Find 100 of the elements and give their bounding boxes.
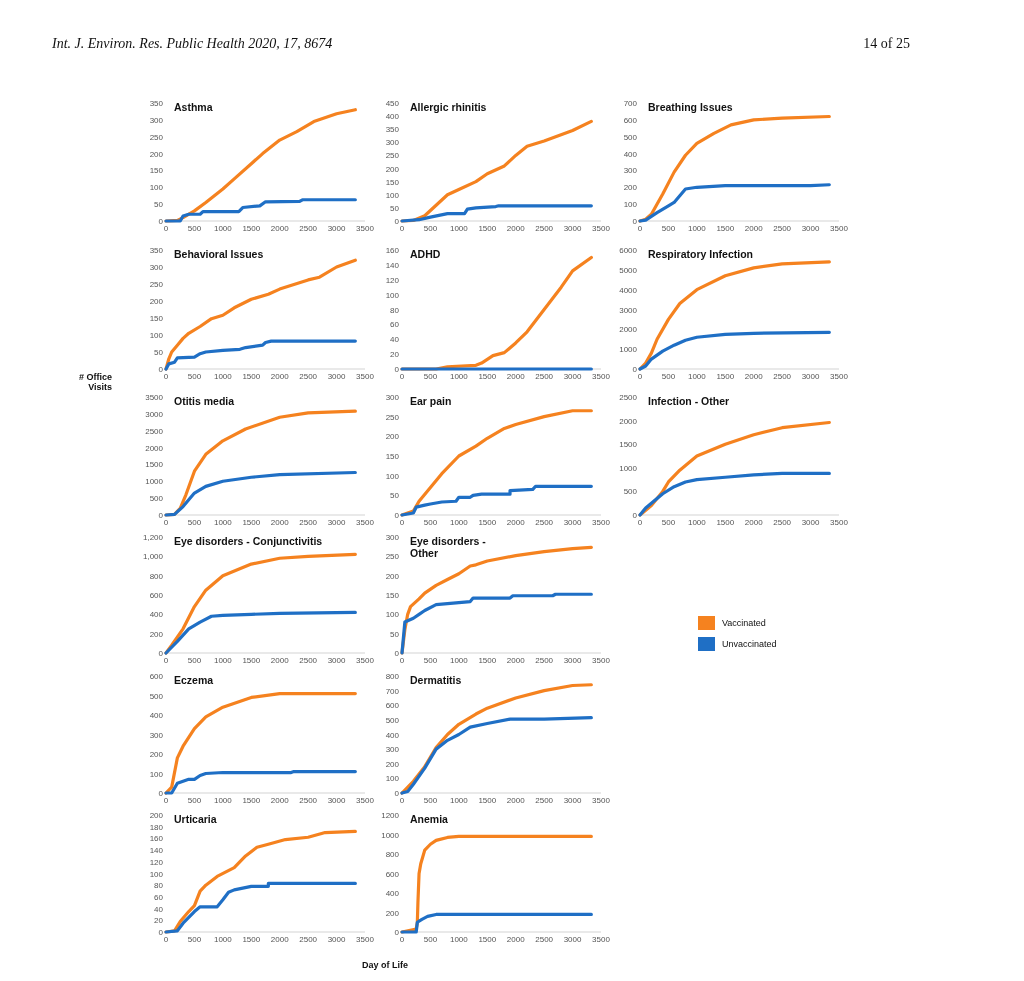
x-tick-label: 500	[423, 656, 438, 665]
y-tick-label: 3000	[619, 305, 638, 315]
x-tick-label: 500	[187, 224, 202, 233]
chart-title: Dermatitis	[410, 674, 462, 686]
line-series	[164, 881, 357, 934]
x-tick-label: 1000	[213, 796, 233, 805]
y-tick-label: 150	[385, 591, 400, 600]
chart-title: Eczema	[174, 674, 214, 686]
x-tick-label: 3000	[563, 518, 583, 527]
x-tick-label: 3500	[830, 518, 849, 527]
y-tick-label: 450	[385, 99, 400, 108]
y-tick-label: 0	[158, 365, 164, 374]
x-tick-label: 3500	[830, 372, 849, 381]
y-tick-label: 0	[394, 928, 400, 937]
y-tick-label: 2000	[619, 416, 638, 426]
y-tick-label: 200	[149, 629, 164, 639]
x-tick-label: 1500	[478, 935, 497, 944]
x-tick-label: 500	[187, 372, 202, 381]
x-tick-label: 2000	[270, 796, 290, 805]
x-tick-label: 1000	[449, 518, 469, 527]
y-tick-label: 0	[158, 217, 164, 226]
x-tick-label: 3500	[356, 796, 375, 805]
x-tick-label: 3500	[356, 518, 375, 527]
y-tick-label: 0	[394, 649, 400, 658]
y-tick-label: 40	[390, 335, 400, 345]
chart-title: Behavioral Issues	[174, 248, 264, 260]
x-tick-label: 2500	[535, 224, 554, 233]
x-tick-label: 2000	[270, 372, 290, 381]
x-tick-label: 3000	[327, 796, 347, 805]
x-tick-label: 2500	[535, 935, 554, 944]
x-tick-label: 500	[187, 796, 202, 805]
x-tick-label: 3500	[356, 935, 375, 944]
chart-title: Respiratory Infection	[648, 248, 754, 260]
y-tick-label: 1200	[381, 811, 400, 820]
x-tick-label: 1500	[242, 656, 261, 665]
x-tick-label: 500	[187, 656, 202, 665]
legend-label: Unvaccinated	[722, 639, 777, 649]
y-tick-label: 60	[390, 320, 400, 330]
y-tick-label: 600	[149, 672, 164, 681]
x-tick-label: 2500	[299, 518, 318, 527]
x-tick-label: 500	[423, 224, 438, 233]
chart-title: Asthma	[174, 101, 213, 113]
y-tick-label: 200	[385, 571, 400, 581]
y-tick-label: 350	[149, 99, 164, 108]
x-tick-label: 500	[423, 518, 438, 527]
line-series	[400, 409, 593, 517]
y-tick-label: 400	[385, 730, 400, 740]
x-tick-label: 1000	[213, 224, 233, 233]
y-tick-label: 400	[623, 149, 638, 159]
x-tick-label: 1000	[687, 372, 707, 381]
x-tick-label: 1500	[242, 372, 261, 381]
x-tick-label: 1000	[449, 935, 469, 944]
y-tick-label: 800	[385, 850, 400, 859]
x-tick-label: 2500	[299, 935, 318, 944]
line-series	[164, 470, 357, 517]
x-tick-label: 1500	[478, 518, 497, 527]
x-tick-label: 3000	[563, 372, 583, 381]
x-tick-label: 1500	[478, 224, 497, 233]
x-tick-label: 3500	[592, 372, 611, 381]
y-tick-label: 800	[149, 571, 164, 581]
y-tick-label: 200	[149, 149, 164, 159]
y-tick-label: 1000	[619, 463, 638, 473]
line-series	[164, 610, 357, 655]
x-tick-label: 500	[661, 372, 676, 381]
y-tick-label: 1000	[619, 345, 638, 355]
y-tick-label: 200	[385, 759, 400, 769]
x-tick-label: 500	[423, 372, 438, 381]
x-tick-label: 3000	[327, 372, 347, 381]
x-tick-label: 2500	[773, 518, 792, 527]
y-tick-label: 100	[149, 331, 164, 340]
y-tick-label: 150	[385, 452, 400, 461]
x-tick-label: 2500	[299, 372, 318, 381]
y-tick-label: 300	[149, 730, 164, 740]
chart-title: ADHD	[410, 248, 441, 260]
y-tick-label: 100	[623, 200, 638, 210]
y-tick-label: 160	[149, 834, 164, 844]
x-tick-label: 2000	[506, 518, 526, 527]
y-tick-label: 20	[154, 916, 164, 926]
x-tick-label: 3000	[327, 518, 347, 527]
x-tick-label: 500	[187, 935, 202, 944]
legend-label: Vaccinated	[722, 618, 766, 628]
chart-title: Infection - Other	[648, 395, 730, 407]
y-tick-label: 0	[158, 789, 164, 798]
x-tick-label: 500	[423, 796, 438, 805]
x-tick-label: 1500	[478, 796, 497, 805]
y-tick-label: 200	[623, 183, 638, 193]
chart-title: Urticaria	[174, 813, 217, 825]
chart-title: Breathing Issues	[648, 101, 733, 113]
x-tick-label: 1500	[242, 518, 261, 527]
x-tick-label: 3000	[801, 372, 821, 381]
line-series	[400, 834, 593, 934]
x-tick-label: 3000	[327, 656, 347, 665]
y-tick-label: 0	[394, 217, 400, 226]
y-tick-label: 0	[394, 365, 400, 374]
line-series	[164, 769, 357, 795]
x-tick-label: 2000	[506, 935, 526, 944]
y-tick-label: 160	[385, 246, 400, 255]
y-tick-label: 600	[149, 591, 164, 600]
y-tick-label: 50	[154, 200, 164, 210]
x-tick-label: 2500	[299, 656, 318, 665]
